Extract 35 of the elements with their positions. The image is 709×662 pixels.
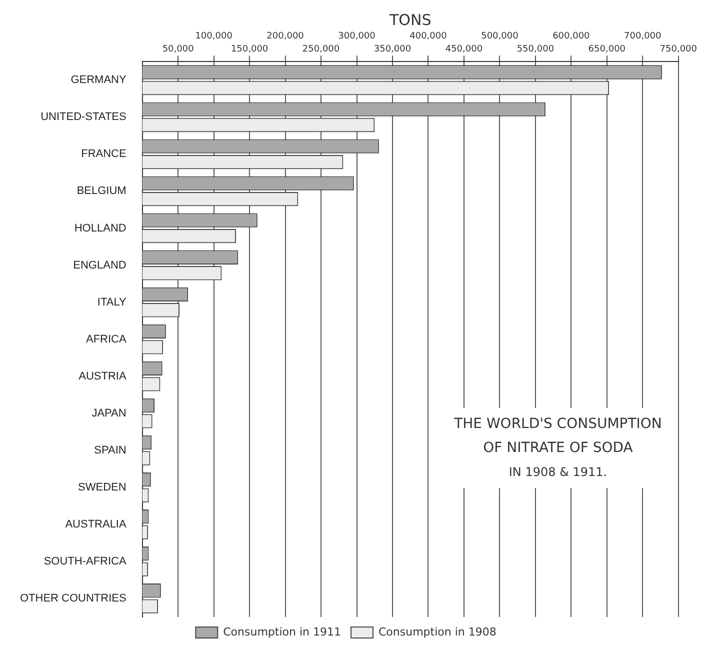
y-tick-label: SPAIN xyxy=(94,444,126,456)
y-tick-label: ENGLAND xyxy=(73,259,126,272)
y-tick-label: AFRICA xyxy=(86,333,127,346)
x2-tick-label: 700,000 xyxy=(624,32,662,42)
x-axis-title: TONS xyxy=(388,10,432,29)
x-tick-label: 50,000 xyxy=(162,44,194,55)
legend-label: Consumption in 1908 xyxy=(378,625,496,638)
x-tick-label: 550,000 xyxy=(516,44,554,55)
x2-tick-label: 500,000 xyxy=(481,32,519,42)
x-tick-label: 350,000 xyxy=(374,44,412,55)
y-tick-label: BELGIUM xyxy=(76,185,126,198)
legend-label: Consumption in 1911 xyxy=(223,625,342,638)
y-tick-label: JAPAN xyxy=(92,407,126,420)
x-tick-label: 250,000 xyxy=(302,44,340,55)
y-tick-label: AUSTRALIA xyxy=(65,518,127,530)
x2-tick-label: 400,000 xyxy=(410,32,448,42)
x2-tick-label: 200,000 xyxy=(266,32,304,42)
x-tick-label: 450,000 xyxy=(445,44,483,55)
y-tick-label: SOUTH-AFRICA xyxy=(44,555,127,568)
x-tick-label: 150,000 xyxy=(230,44,268,55)
x-tick-label: 650,000 xyxy=(588,44,626,55)
y-tick-label: AUSTRIA xyxy=(78,370,127,382)
y-tick-label: ITALY xyxy=(97,296,127,308)
y-tick-label: GERMANY xyxy=(70,74,127,86)
y-tick-label: UNITED-STATES xyxy=(40,111,126,124)
text: IN 1908 & 1911. xyxy=(508,464,608,481)
x-tick-label: 750,000 xyxy=(660,44,698,55)
text: THE WORLD'S CONSUMPTION OF NITRATE OF SODA xyxy=(453,415,663,458)
y-tick-label: SWEDEN xyxy=(78,481,126,494)
y-tick-label: FRANCE xyxy=(81,148,126,160)
y-tick-label: OTHER COUNTRIES xyxy=(20,592,126,605)
x2-tick-label: 600,000 xyxy=(552,32,590,42)
y-tick-label: HOLLAND xyxy=(74,222,126,234)
x2-tick-label: 100,000 xyxy=(195,32,233,42)
x2-tick-label: 300,000 xyxy=(338,32,376,42)
